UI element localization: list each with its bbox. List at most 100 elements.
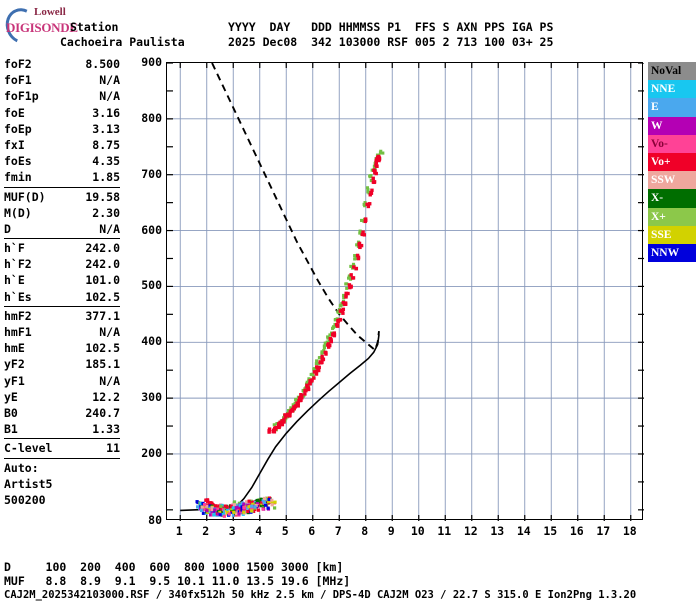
x-tick-label: 3 <box>228 524 236 538</box>
param-key: foEp <box>4 121 32 136</box>
param-row: h`E 101.0 <box>4 272 120 288</box>
param-value: 377.1 <box>85 308 120 323</box>
param-row: foF2 8.500 <box>4 56 120 72</box>
param-row: hmF2 377.1 <box>4 308 120 324</box>
param-group-profile: hmF2 377.1 hmF1 N/A hmE 102.5 yF2 185.1 yF1 N… <box>4 308 120 438</box>
param-key: foF1 <box>4 73 32 88</box>
param-value: N/A <box>99 73 120 88</box>
param-group-muf: MUF(D) 19.58 M(D) 2.30 D N/A <box>4 189 120 238</box>
x-trace-green-echoes <box>231 149 385 511</box>
x-tick-label: 9 <box>387 524 395 538</box>
param-value: 242.0 <box>85 241 120 256</box>
param-key: foEs <box>4 154 32 169</box>
param-value: N/A <box>99 221 120 236</box>
param-row: fxI 8.75 <box>4 137 120 153</box>
param-row: foF1p N/A <box>4 88 120 104</box>
footer-distance-row: D 100 200 400 600 800 1000 1500 3000 [km… <box>4 560 344 574</box>
x-tick-label: 18 <box>622 524 637 538</box>
param-value: N/A <box>99 325 120 339</box>
legend-item-noval[interactable]: NoVal <box>648 62 696 81</box>
x-tick-label: 1 <box>175 524 183 538</box>
param-group-virtual-heights: h`F 242.0 h`F2 242.0 h`E 101.0 h`Es 102.5 <box>4 240 120 305</box>
param-key: foF1p <box>4 89 39 104</box>
x-tick-label: 5 <box>281 524 289 538</box>
param-row: hmE 102.5 <box>4 340 120 356</box>
y-tick-label: 900 <box>141 55 162 69</box>
axis-ticks <box>167 63 644 521</box>
ionogram-canvas[interactable] <box>167 63 644 521</box>
auto-label: Auto: <box>4 460 39 475</box>
param-group-frequencies: foF2 8.500 foF1 N/A foF1p N/A foE 3.16 foEp 3… <box>4 56 120 186</box>
param-key: h`Es <box>4 289 32 304</box>
param-value: 11 <box>106 441 120 456</box>
legend-item-e[interactable]: E <box>648 98 696 117</box>
x-tick-label: 12 <box>463 524 478 538</box>
param-value: 8.75 <box>92 137 120 152</box>
param-row: D N/A <box>4 221 120 237</box>
legend-item-nnw[interactable]: NNW <box>648 243 696 263</box>
legend-item-ssw[interactable]: SSW <box>648 171 696 190</box>
param-row: B1 1.33 <box>4 421 120 437</box>
legend-item-nne[interactable]: NNE <box>648 80 696 99</box>
legend-item-w[interactable]: W <box>648 116 696 135</box>
param-key: MUF(D) <box>4 189 46 204</box>
param-key: h`F2 <box>4 257 32 272</box>
param-row: yF2 185.1 <box>4 356 120 372</box>
x-tick-label: 11 <box>437 524 452 538</box>
x-axis-tick-labels: 1 2 3 4 5 6 7 8 9 10 11 12 13 14 15 16 17 18 <box>166 524 643 542</box>
param-value: 2.30 <box>92 205 120 220</box>
autoscaling-info: Auto: Artist5 500200 <box>4 460 120 509</box>
param-row: yF1 N/A <box>4 373 120 389</box>
param-key: h`E <box>4 273 25 288</box>
param-row: C-level 11 <box>4 440 120 456</box>
y-tick-label: 800 <box>141 110 162 125</box>
legend-item-vo-[interactable]: Vo- <box>648 134 696 153</box>
param-key: fxI <box>4 137 25 152</box>
x-tick-label: 8 <box>361 524 369 538</box>
param-key: D <box>4 221 11 236</box>
ionogram-plot-area[interactable] <box>166 62 644 521</box>
table-divider <box>4 186 120 188</box>
polarization-direction-legend: NoVal NNE E W Vo- Vo+ SSW X- X+ SSE NNW <box>648 62 696 263</box>
legend-item-x-[interactable]: X+ <box>648 207 696 226</box>
param-key: yF2 <box>4 357 25 372</box>
legend-item-x-[interactable]: X- <box>648 189 696 208</box>
y-tick-label: 700 <box>141 166 162 181</box>
param-value: 8.500 <box>85 57 120 71</box>
param-value: 19.58 <box>85 189 120 204</box>
legend-item-vo-[interactable]: Vo+ <box>648 152 696 172</box>
param-key: hmF1 <box>4 325 32 339</box>
table-divider <box>4 457 120 459</box>
x-tick-label: 13 <box>490 524 505 538</box>
param-key: yE <box>4 389 18 404</box>
param-key: yF1 <box>4 373 25 388</box>
param-value: 3.16 <box>92 105 120 120</box>
footer-muf-row: MUF 8.8 8.9 9.1 9.5 10.1 11.0 13.5 19.6 … <box>4 574 351 588</box>
param-value: 12.2 <box>92 389 120 404</box>
y-tick-label: 80 <box>148 513 162 527</box>
param-value: 102.5 <box>85 289 120 304</box>
legend-item-sse[interactable]: SSE <box>648 225 696 244</box>
param-key: h`F <box>4 241 25 256</box>
param-row: MUF(D) 19.58 <box>4 189 120 205</box>
header-column-titles: YYYY DAY DDD HHMMSS P1 FFS S AXN PPS IGA… <box>228 20 554 34</box>
param-row: foE 3.16 <box>4 105 120 121</box>
param-row: h`F2 242.0 <box>4 256 120 272</box>
param-value: 1.33 <box>92 422 120 437</box>
param-key: C-level <box>4 441 53 456</box>
logo-lowell-text: Lowell <box>34 6 66 18</box>
param-group-clevel: C-level 11 <box>4 440 120 456</box>
x-tick-label: 6 <box>308 524 316 538</box>
y-tick-label: 400 <box>141 334 162 349</box>
header-station-label: Station <box>70 20 119 34</box>
o-trace-red-echoes <box>204 154 382 513</box>
param-row: foEs 4.35 <box>4 153 120 169</box>
x-tick-label: 4 <box>255 524 263 538</box>
param-row: fmin 1.85 <box>4 169 120 185</box>
param-value: 3.13 <box>92 121 120 136</box>
param-value: 242.0 <box>85 257 120 272</box>
param-key: fmin <box>4 170 32 185</box>
param-key: foE <box>4 105 25 120</box>
param-key: foF2 <box>4 57 32 71</box>
param-row: yE 12.2 <box>4 389 120 405</box>
